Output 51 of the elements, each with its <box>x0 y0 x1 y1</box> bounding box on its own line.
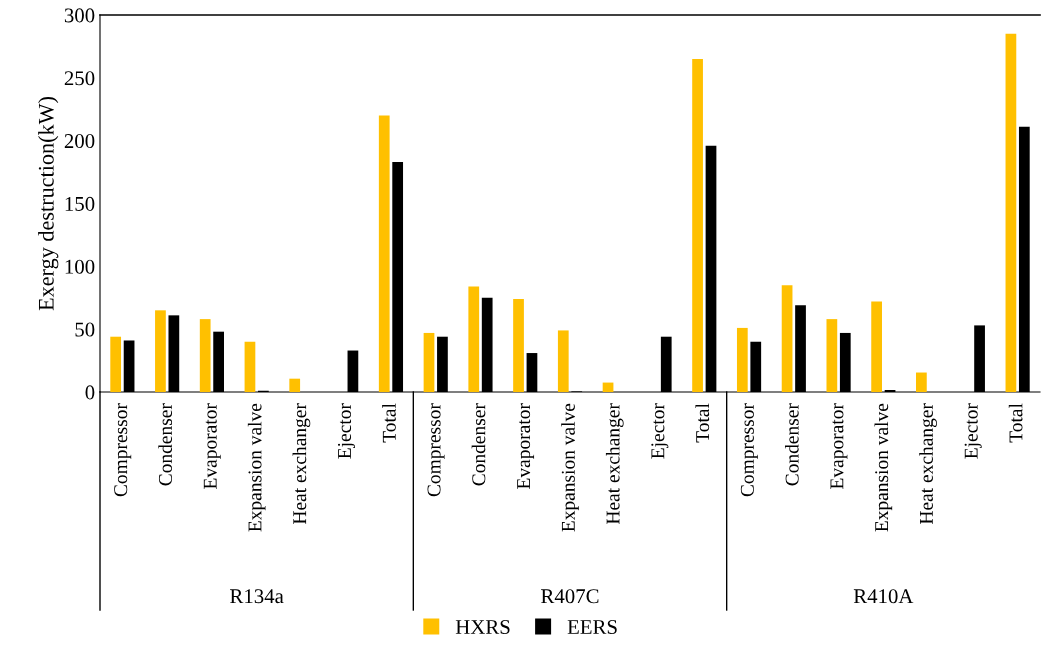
bar <box>781 285 793 392</box>
x-tick-label: Evaporator <box>830 403 848 489</box>
y-tick-label: 100 <box>65 259 95 274</box>
bar <box>244 341 256 392</box>
legend-label: EERS <box>567 620 617 635</box>
bar <box>513 299 524 392</box>
bar <box>736 327 748 392</box>
bar <box>826 319 838 392</box>
x-tick-label: Heat exchanger <box>605 403 624 525</box>
x-tick-label: Heat exchanger <box>919 403 937 525</box>
bar <box>199 319 211 392</box>
x-tick-label: Compressor <box>740 403 758 497</box>
bar <box>557 330 569 392</box>
bar <box>871 301 882 392</box>
x-tick-label: Evaporator <box>203 403 221 489</box>
bar <box>378 115 390 392</box>
x-tick-label: Expansion valve <box>247 403 266 532</box>
x-tick-label: Condenser <box>471 403 486 486</box>
bar <box>1005 33 1017 392</box>
y-tick-label: 150 <box>65 196 95 211</box>
legend-label: HXRS <box>455 620 510 635</box>
y-axis-title: Exergy destruction(kW) <box>38 96 59 311</box>
x-tick-label: Ejector <box>964 403 982 459</box>
x-tick-label: Total <box>382 403 396 443</box>
y-tick-label: 50 <box>75 322 95 337</box>
bar <box>468 286 480 392</box>
x-tick-label: Condenser <box>158 403 173 486</box>
y-tick-label: 200 <box>64 134 95 149</box>
x-tick-label: Ejector <box>651 403 669 459</box>
text: R407C <box>541 589 599 604</box>
x-tick-label: Total <box>695 403 710 443</box>
bar <box>916 372 927 392</box>
y-tick-label: 300 <box>64 8 95 23</box>
x-tick-label: Compressor <box>114 403 132 497</box>
x-tick-label: Condenser <box>784 403 799 486</box>
bar <box>423 332 435 392</box>
y-tick-label: 250 <box>64 71 95 86</box>
x-tick-label: Total <box>1008 403 1023 443</box>
bar <box>692 58 703 392</box>
x-tick-label: Ejector <box>337 403 356 459</box>
bar <box>110 336 122 392</box>
x-tick-label: Expansion valve <box>561 403 579 532</box>
bar <box>155 310 166 392</box>
text: R134a <box>230 589 284 604</box>
x-tick-label: Heat exchanger <box>292 403 311 525</box>
x-tick-label: Evaporator <box>517 403 535 489</box>
text: R410A <box>853 589 914 604</box>
x-tick-label: Compressor <box>427 403 445 497</box>
y-tick-label: 0 <box>85 385 95 400</box>
bar <box>289 378 301 392</box>
x-tick-label: Expansion valve <box>874 403 893 532</box>
